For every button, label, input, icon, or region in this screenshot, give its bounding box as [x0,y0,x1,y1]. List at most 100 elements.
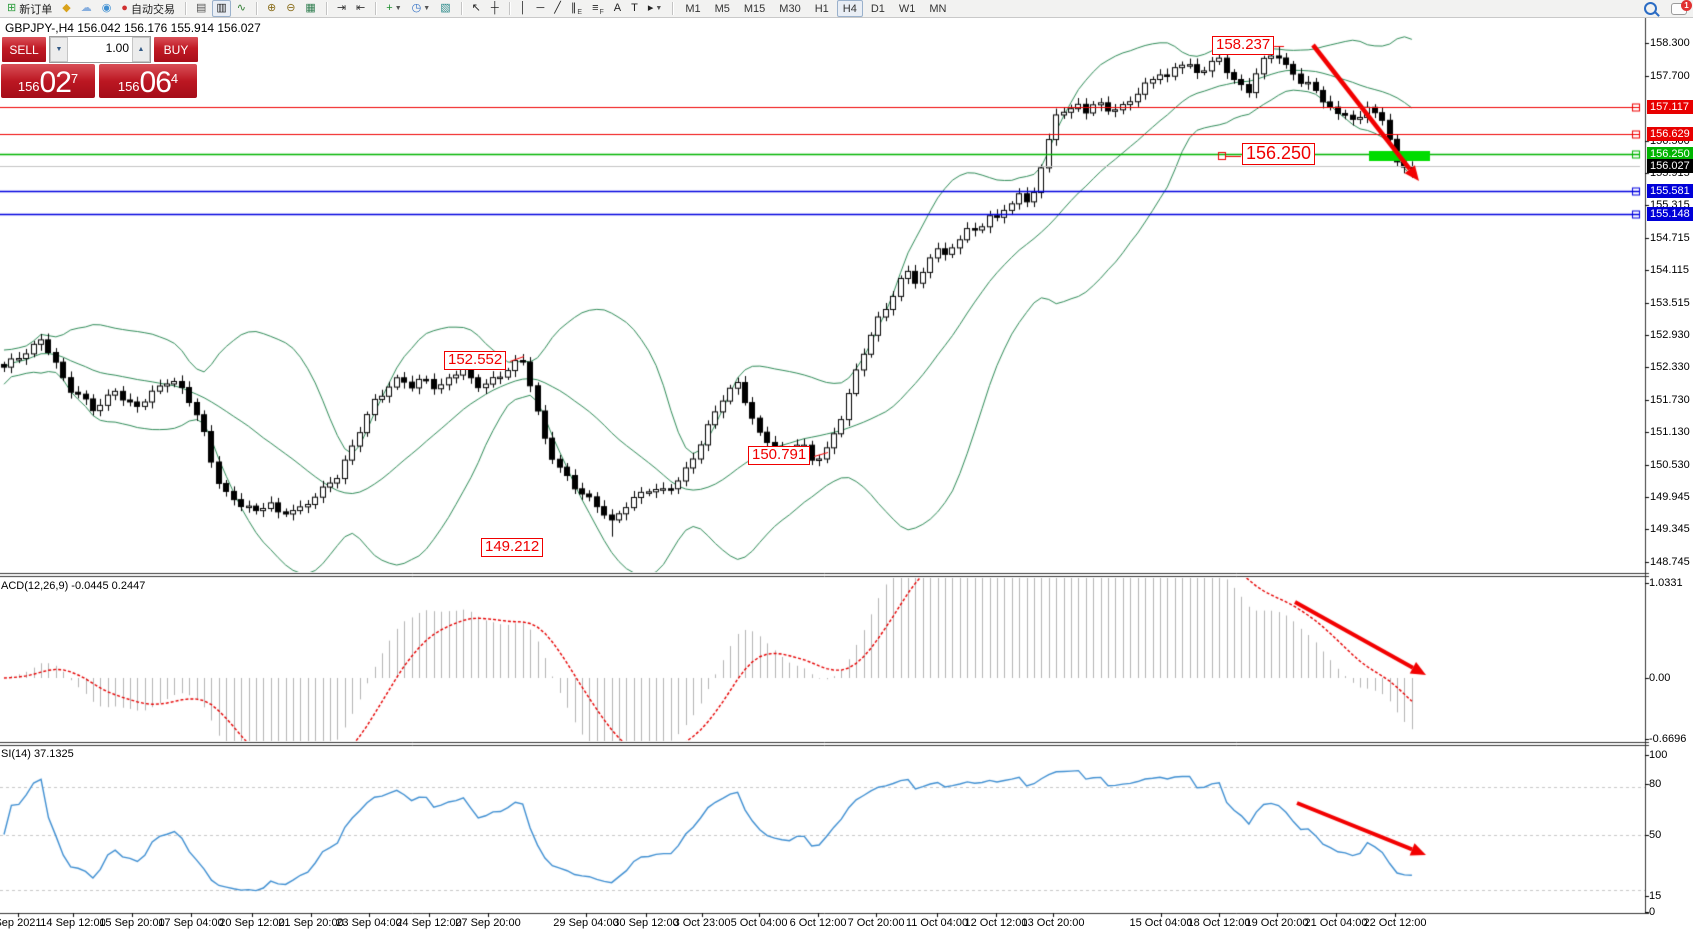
time-axis-label: 15 Oct 04:00 [1129,917,1193,929]
new-order-button-label: 新订单 [19,3,53,16]
buy-button[interactable]: BUY [153,36,199,63]
chart-label-149212[interactable]: 149.212 [481,538,544,557]
autotrading-button[interactable]: ● 自动交易 [117,0,179,17]
zoom-in-button[interactable]: ⊕ [263,0,280,17]
horizontal-line-button[interactable]: ─ [532,0,548,17]
autotrading-icon: ● [121,2,128,14]
time-axis-label: 13 Oct 20:00 [1021,917,1085,929]
tile-windows-icon: ▦ [305,2,316,14]
macd-axis-tick: 1.0331 [1649,577,1683,589]
autotrading-button-label: 自动交易 [130,3,175,16]
volume-value[interactable]: 1.00 [105,41,129,55]
price-axis-tick: 153.515 [1650,296,1690,309]
chat-icon[interactable]: 1 [1671,0,1692,15]
cursor-button[interactable]: ↖ [468,0,485,17]
bar-chart-button[interactable]: ▤ [192,0,210,17]
timeframe-button-m1[interactable]: M1 [685,2,701,15]
cursor-icon: ↖ [471,2,481,14]
timeframe-button-d1[interactable]: D1 [870,2,885,15]
channel-button[interactable]: ∥ E [567,0,586,17]
price-axis-tick: 151.130 [1650,426,1690,439]
zoom-out-button[interactable]: ⊖ [282,0,299,17]
volume-decrease-button[interactable]: ▼ [50,37,68,62]
label-button[interactable]: T [627,0,642,17]
price-axis-tick: 149.945 [1650,490,1690,503]
timeframe-button-h1[interactable]: H1 [814,2,829,15]
crosshair-icon: ┼ [490,2,499,14]
clock-icon: ◷ [411,2,422,14]
timeframe-button-h4[interactable]: H4 [836,0,863,17]
search-icon[interactable] [1644,2,1657,15]
buy-price-display[interactable]: 156 06 4 [99,64,197,98]
line-chart-button[interactable]: ∿ [233,0,250,17]
price-axis-badge: 155.148 [1647,207,1693,222]
sell-button[interactable]: SELL [1,36,47,63]
rsi-axis-tick: 15 [1649,890,1662,902]
fibonacci-button[interactable]: ≡ F [588,0,608,17]
profile-button[interactable]: ☁ [77,0,96,17]
dropdown-arrow-icon: ▼ [394,5,402,12]
price-axis-tick: 154.715 [1650,231,1690,244]
one-click-trading-panel: SELL ▼ 1.00 ▲ BUY 156 02 7 156 06 4 [1,36,199,98]
vertical-line-button[interactable]: │ [516,0,531,17]
dropdown-arrow-icon: ▼ [655,5,663,12]
text-button[interactable]: A [610,0,625,17]
toolbar-separator [255,2,257,15]
chart-shift-icon: ⇤ [356,2,366,14]
toolbar-separator [672,2,674,15]
timeframe-button-m15[interactable]: M15 [743,2,766,15]
zoom-out-icon: ⊖ [286,2,296,14]
channel-icon: ∥ [570,2,577,14]
fibonacci-button-sub: F [599,9,604,16]
hline-icon: ─ [536,2,545,14]
line-chart-icon: ∿ [236,2,246,14]
macd-axis-tick: -0.6696 [1649,733,1687,745]
chart-label-158237[interactable]: 158.237 [1212,36,1275,55]
toolbar-right: 1 [1644,0,1693,15]
trendline-button[interactable]: ╱ [550,0,565,17]
volume-stepper: ▼ 1.00 ▲ [49,36,151,63]
tile-windows-button[interactable]: ▦ [301,0,319,17]
templates-button[interactable]: ▧ [436,0,454,17]
time-axis-label: 14 Sep 12:00 [40,917,106,929]
rsi-axis-tick: 0 [1649,906,1656,918]
volume-increase-button[interactable]: ▲ [132,37,150,62]
timeframe-button-w1[interactable]: W1 [898,2,916,15]
toolbar-group-chart-type: ▤ ▥ ∿ [189,0,253,17]
trendline-icon: ╱ [554,2,561,14]
periods-button[interactable]: ◷ ▼ [408,0,435,17]
timeframe-button-mn[interactable]: MN [929,2,947,15]
toolbar-group-objects: + ▼ ◷ ▼ ▧ [379,0,457,17]
indicators-button[interactable]: + ▼ [382,0,405,17]
chart-label-150791[interactable]: 150.791 [748,446,811,465]
chart-label-156250[interactable]: 156.250 [1242,143,1316,165]
price-axis-badge: 155.581 [1647,183,1693,198]
toolbar-separator [508,2,510,15]
crosshair-button[interactable]: ┼ [487,0,503,17]
chart-label-152552[interactable]: 152.552 [444,351,507,370]
price-axis-tick: 148.745 [1650,556,1690,569]
new-order-button[interactable]: ⊞ 新订单 [3,0,56,17]
toolbar-separator [184,2,186,15]
timeframe-button-m5[interactable]: M5 [714,2,730,15]
timeframe-button-m30[interactable]: M30 [779,2,801,15]
toolbar-separator [325,2,327,15]
candle-chart-button[interactable]: ▥ [212,0,231,17]
time-axis-label: 11 Oct 04:00 [905,917,969,929]
sell-price-display[interactable]: 156 02 7 [1,64,95,98]
arrows-button[interactable]: ▸ ▼ [644,0,666,17]
chart-shift-button[interactable]: ⇤ [352,0,369,17]
price-axis-tick: 151.730 [1650,393,1690,406]
time-axis-label: 7 Oct 20:00 [847,917,905,929]
time-axis-label: 30 Sep 12:00 [613,917,679,929]
time-axis-label: 24 Sep 12:00 [396,917,462,929]
toolbar-group-zoom: ⊕ ⊖ ▦ [260,0,323,17]
signals-button[interactable]: ◉ [98,0,116,17]
time-axis-label: Sep 2021 [0,917,42,929]
auto-scroll-button[interactable]: ⇥ [333,0,350,17]
navigator-button[interactable]: ◆ [58,0,74,17]
chat-badge: 1 [1681,0,1692,11]
zoom-in-icon: ⊕ [266,2,277,14]
candle-chart-icon: ▥ [216,2,227,14]
